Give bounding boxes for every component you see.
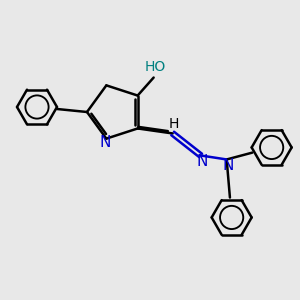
Text: HO: HO xyxy=(145,59,166,74)
Text: N: N xyxy=(197,154,208,169)
Text: N: N xyxy=(223,158,234,173)
Text: N: N xyxy=(100,135,111,150)
Text: H: H xyxy=(169,118,179,131)
